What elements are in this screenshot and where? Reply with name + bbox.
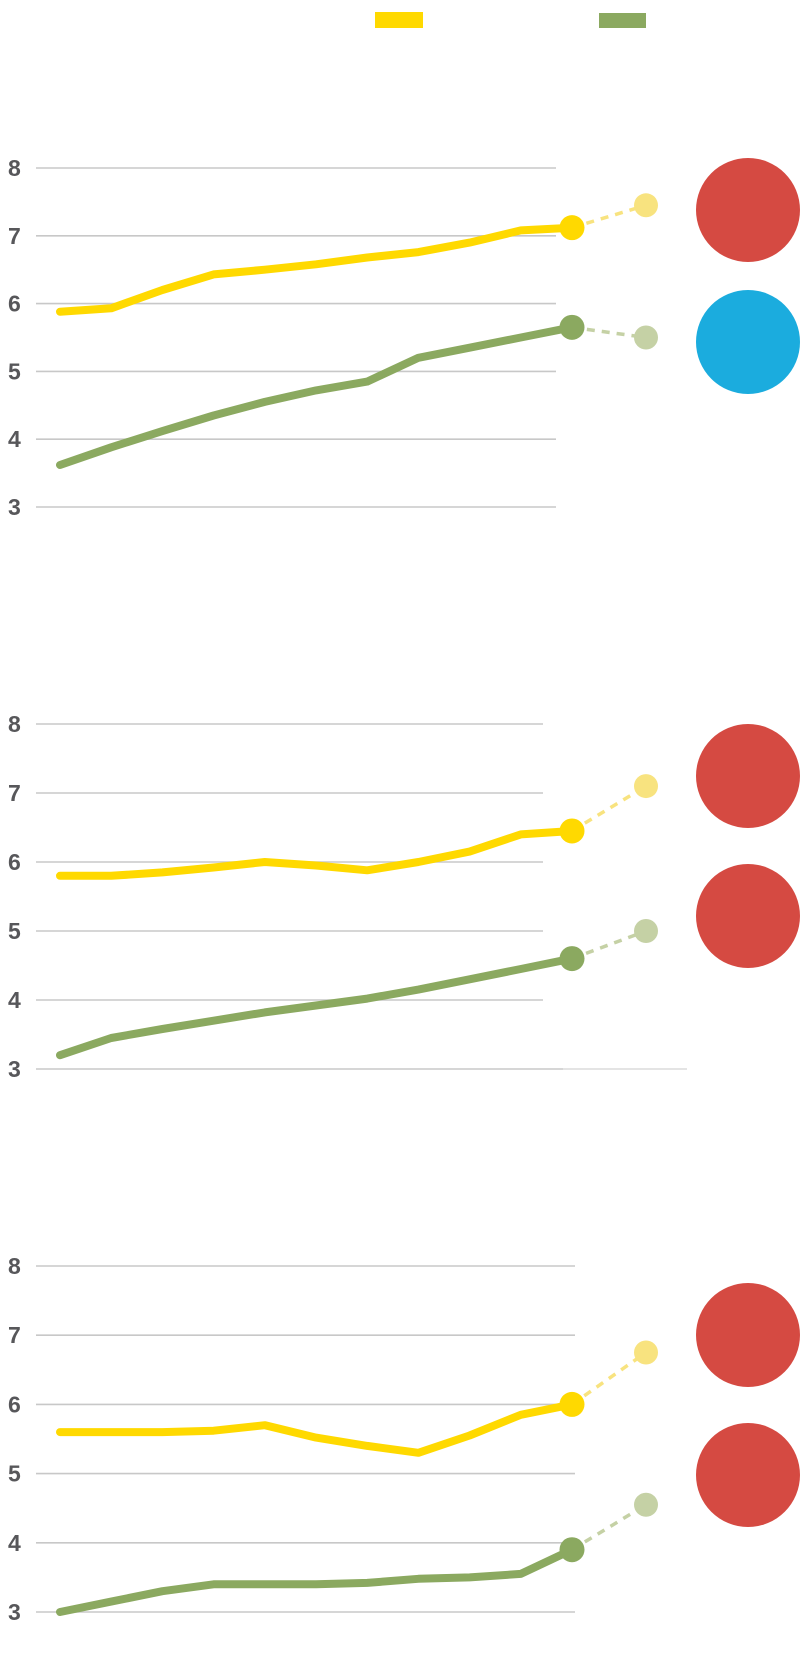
- axis-tick-label: 8: [8, 155, 21, 181]
- series-end-dot-yellow: [559, 1391, 585, 1417]
- axis-tick-label: 7: [8, 223, 21, 249]
- projection-connector-yellow: [571, 203, 647, 230]
- indicator-circle-red: [696, 1283, 800, 1387]
- series-line-green: [56, 323, 576, 469]
- indicator-circle-blue: [696, 290, 800, 394]
- series-line-yellow: [56, 827, 576, 880]
- series-line-green: [56, 1545, 576, 1616]
- indicator-circle-red: [696, 1423, 800, 1527]
- projection-connector-green: [571, 1503, 647, 1552]
- legend: [0, 0, 808, 40]
- axis-tick-label: 4: [8, 1530, 21, 1556]
- axis-tick-label: 6: [8, 1391, 21, 1417]
- indicator-circle-red: [696, 864, 800, 968]
- indicator-circle-red: [696, 724, 800, 828]
- axis-tick-label: 7: [8, 1322, 21, 1348]
- axis-tick-label: 3: [8, 494, 21, 520]
- indicator-circle-red: [696, 158, 800, 262]
- projected-dot-green: [634, 919, 658, 943]
- series-end-dot-green: [559, 1537, 585, 1563]
- series-end-dot-yellow: [559, 818, 585, 844]
- axis-tick-label: 4: [8, 426, 21, 452]
- series-end-dot-yellow: [559, 215, 585, 241]
- axis-tick-label: 4: [8, 987, 21, 1013]
- projected-dot-yellow: [634, 1340, 658, 1365]
- projection-connector-green: [571, 325, 647, 340]
- axis-tick-label: 5: [8, 1461, 21, 1487]
- series-end-dot-green: [559, 314, 585, 340]
- axis-tick-label: 8: [8, 1253, 21, 1279]
- axis-tick-label: 5: [8, 918, 21, 944]
- axis-tick-label: 5: [8, 358, 21, 384]
- projection-connector-yellow: [571, 784, 647, 833]
- projected-dot-green: [634, 1492, 658, 1517]
- axis-tick-label: 3: [8, 1599, 21, 1625]
- projected-dot-yellow: [634, 774, 658, 799]
- axis-tick-label: 7: [8, 780, 21, 806]
- projected-dot-yellow: [634, 193, 658, 218]
- projected-dot-green: [634, 325, 658, 350]
- series-end-dot-green: [559, 946, 585, 972]
- series-line-green: [56, 954, 576, 1060]
- legend-swatch-green: [599, 13, 646, 28]
- axis-tick-label: 8: [8, 711, 21, 737]
- axis-tick-label: 3: [8, 1056, 21, 1082]
- projection-connector-yellow: [570, 1351, 648, 1406]
- projection-connector-green: [571, 929, 647, 961]
- series-line-yellow: [56, 223, 576, 316]
- axis-tick-label: 6: [8, 849, 21, 875]
- axis-tick-label: 6: [8, 291, 21, 317]
- legend-swatch-yellow: [375, 12, 423, 28]
- series-line-yellow: [56, 1400, 576, 1457]
